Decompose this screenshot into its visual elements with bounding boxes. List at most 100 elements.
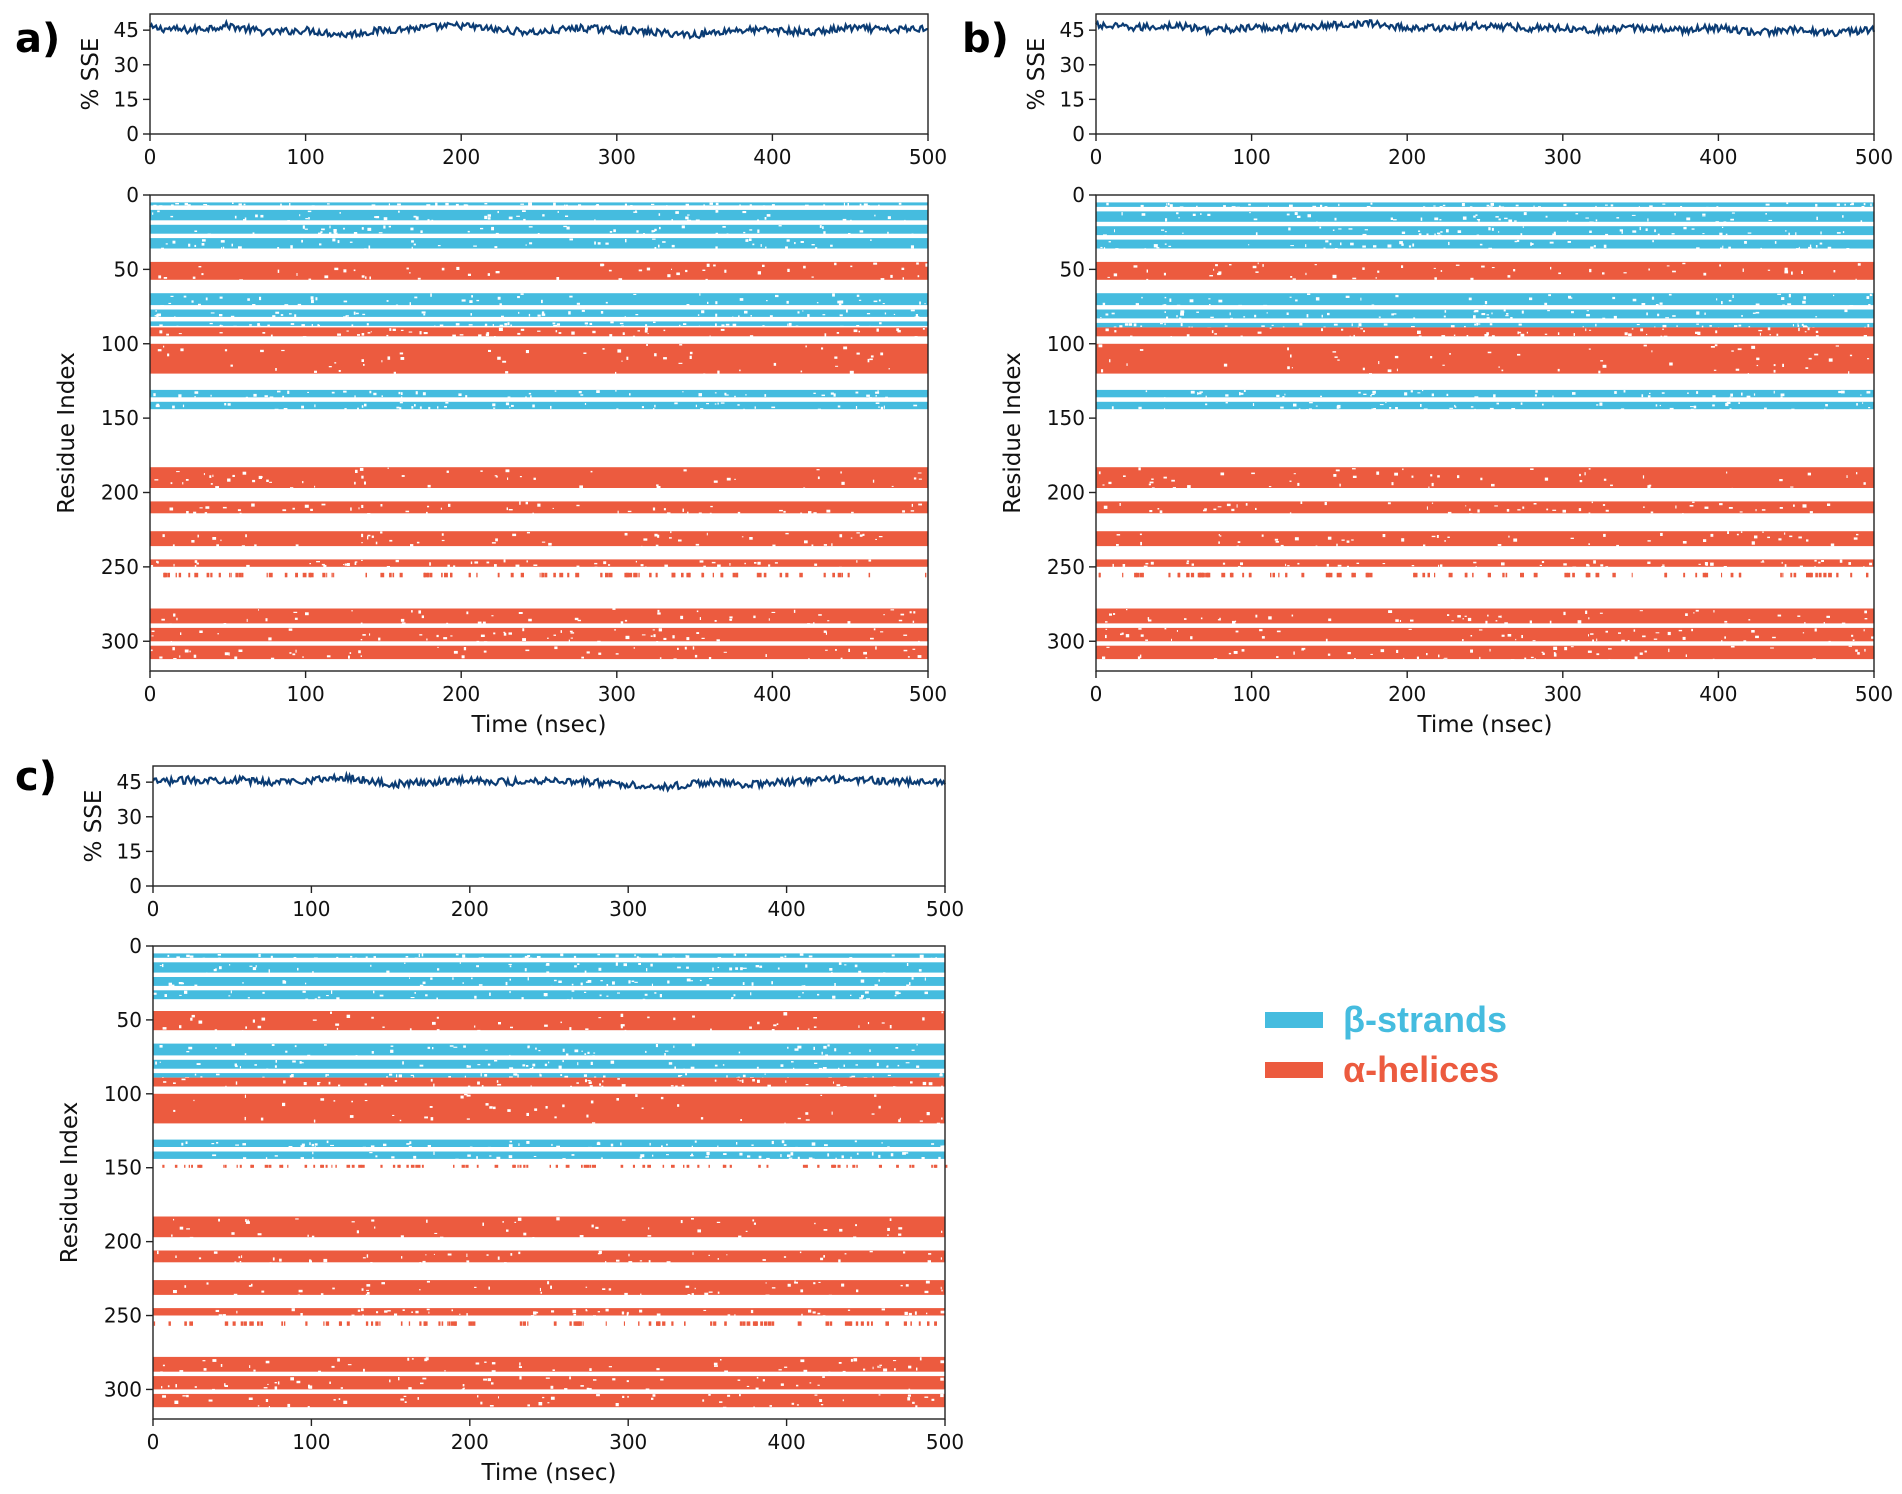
fluctuation-gap <box>1747 232 1752 234</box>
fluctuation-gap <box>532 512 534 516</box>
y-axis-label: % SSE <box>1024 38 1050 111</box>
fluctuation-gap <box>1520 402 1523 405</box>
fluctuation-gap <box>842 218 847 222</box>
transient-helix-tick <box>871 1321 873 1326</box>
fluctuation-gap <box>1189 299 1194 303</box>
transient-helix-tick <box>476 572 478 578</box>
fluctuation-gap <box>696 610 699 613</box>
fluctuation-gap <box>1469 508 1471 511</box>
fluctuation-gap <box>1836 232 1841 234</box>
fluctuation-gap <box>628 1253 630 1257</box>
fluctuation-gap <box>914 1311 917 1315</box>
fluctuation-gap <box>1115 248 1119 250</box>
fluctuation-gap <box>1593 245 1596 248</box>
fluctuation-gap <box>598 1017 602 1019</box>
fluctuation-gap <box>893 1086 895 1089</box>
fluctuation-gap <box>745 1230 748 1232</box>
fluctuation-gap <box>925 263 929 267</box>
fluctuation-gap <box>580 394 584 396</box>
fluctuation-gap <box>1387 502 1391 505</box>
fluctuation-gap <box>508 1144 513 1147</box>
fluctuation-gap <box>180 632 182 635</box>
fluctuation-gap <box>1862 402 1864 404</box>
fluctuation-gap <box>654 228 657 232</box>
fluctuation-gap <box>411 240 414 243</box>
fluctuation-gap <box>887 216 891 220</box>
fluctuation-gap <box>1773 364 1776 367</box>
fluctuation-gap <box>1542 652 1545 655</box>
fluctuation-gap <box>1680 206 1683 208</box>
fluctuation-gap <box>1496 402 1499 405</box>
transient-helix-tick <box>1414 572 1418 578</box>
fluctuation-gap <box>771 611 776 613</box>
structure-band <box>150 343 928 374</box>
fluctuation-gap <box>1470 277 1474 281</box>
fluctuation-gap <box>815 247 818 249</box>
fluctuation-gap <box>889 1218 892 1221</box>
fluctuation-gap <box>612 981 615 985</box>
fluctuation-gap <box>1848 645 1852 647</box>
fluctuation-gap <box>445 402 449 404</box>
fluctuation-gap <box>349 652 352 654</box>
band-fluctuations <box>159 321 882 329</box>
fluctuation-gap <box>922 328 925 330</box>
fluctuation-gap <box>632 335 636 338</box>
fluctuation-gap <box>1573 333 1575 336</box>
y-tick-label: 50 <box>1060 257 1085 281</box>
transient-helix-tick <box>326 572 328 578</box>
fluctuation-gap <box>635 314 639 316</box>
band-fluctuations <box>171 1217 943 1240</box>
fluctuation-gap <box>899 1117 901 1120</box>
fluctuation-gap <box>1696 323 1699 325</box>
transient-helix-tick <box>620 1164 624 1168</box>
fluctuation-gap <box>303 1082 307 1086</box>
transient-helix-tick <box>823 572 826 578</box>
transient-helix-tick <box>581 1164 583 1168</box>
fluctuation-gap <box>576 1082 579 1084</box>
fluctuation-gap <box>715 202 719 206</box>
transient-helix-tick <box>846 1164 848 1168</box>
fluctuation-gap <box>1545 215 1548 218</box>
fluctuation-gap <box>583 352 587 354</box>
fluctuation-gap <box>1493 394 1496 398</box>
fluctuation-gap <box>1508 219 1513 222</box>
fluctuation-gap <box>584 403 587 405</box>
fluctuation-gap <box>762 1259 766 1261</box>
fluctuation-gap <box>635 210 637 212</box>
fluctuation-gap <box>560 1021 562 1024</box>
transient-helix-tick <box>1567 572 1571 578</box>
transient-helix-tick <box>1823 572 1827 578</box>
fluctuation-gap <box>1600 564 1604 567</box>
fluctuation-gap <box>1850 203 1854 206</box>
fluctuation-gap <box>245 396 248 399</box>
fluctuation-gap <box>1524 657 1527 660</box>
fluctuation-gap <box>510 1026 513 1029</box>
fluctuation-gap <box>251 503 255 507</box>
fluctuation-gap <box>1595 219 1598 222</box>
fluctuation-gap <box>881 1308 885 1311</box>
fluctuation-gap <box>1489 407 1494 411</box>
fluctuation-gap <box>586 1387 590 1390</box>
fluctuation-gap <box>1780 396 1783 399</box>
fluctuation-gap <box>1457 615 1461 618</box>
fluctuation-gap <box>1179 206 1184 208</box>
fluctuation-gap <box>1529 297 1533 301</box>
fluctuation-gap <box>1191 563 1194 566</box>
fluctuation-gap <box>729 967 733 971</box>
fluctuation-gap <box>1510 317 1513 320</box>
fluctuation-gap <box>1638 206 1640 208</box>
fluctuation-gap <box>1724 620 1728 623</box>
fluctuation-gap <box>229 964 231 966</box>
fluctuation-gap <box>1164 235 1167 237</box>
fluctuation-gap <box>380 531 383 534</box>
fluctuation-gap <box>1135 303 1139 306</box>
fluctuation-gap <box>1713 369 1717 371</box>
fluctuation-gap <box>445 202 449 206</box>
fluctuation-gap <box>313 957 318 961</box>
fluctuation-gap <box>1852 639 1855 641</box>
fluctuation-gap <box>838 303 842 307</box>
fluctuation-gap <box>516 215 520 217</box>
fluctuation-gap <box>1742 268 1744 272</box>
fluctuation-gap <box>1141 213 1146 216</box>
fluctuation-gap <box>227 403 231 406</box>
